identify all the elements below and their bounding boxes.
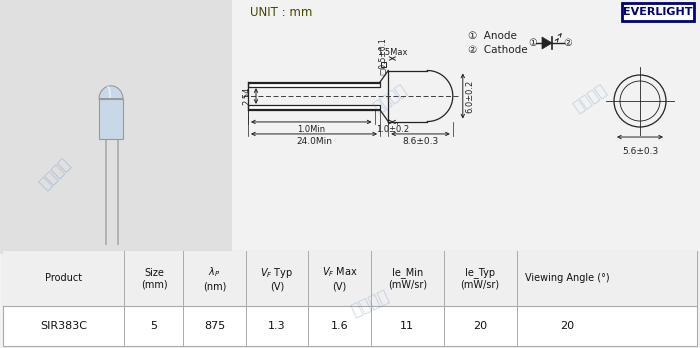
Text: Size
(mm): Size (mm) bbox=[141, 268, 167, 289]
Bar bbox=[381, 62, 386, 67]
Text: Ie_Min
(mW/sr): Ie_Min (mW/sr) bbox=[388, 267, 427, 290]
Text: 超毅电子: 超毅电子 bbox=[37, 156, 74, 192]
Text: $V_F$ Typ
(V): $V_F$ Typ (V) bbox=[260, 266, 294, 291]
Polygon shape bbox=[99, 86, 123, 99]
Text: $\lambda$$_P$
(nm): $\lambda$$_P$ (nm) bbox=[203, 266, 226, 291]
Text: Product: Product bbox=[46, 274, 83, 283]
Bar bbox=[0, 0, 232, 254]
Text: 超毅电子: 超毅电子 bbox=[348, 286, 392, 319]
Text: 24.0Min: 24.0Min bbox=[296, 137, 332, 146]
Text: 6.0±0.2: 6.0±0.2 bbox=[466, 79, 475, 113]
Text: 2.54: 2.54 bbox=[242, 87, 251, 105]
Text: 875: 875 bbox=[204, 321, 225, 331]
Text: 5: 5 bbox=[150, 321, 158, 331]
Text: 超毅电子: 超毅电子 bbox=[570, 82, 609, 116]
Text: 8.6±0.3: 8.6±0.3 bbox=[402, 137, 439, 146]
Text: 超毅电子: 超毅电子 bbox=[371, 82, 409, 116]
Text: $V_F$ Max
(V): $V_F$ Max (V) bbox=[322, 266, 358, 291]
Text: Viewing Angle (°): Viewing Angle (°) bbox=[524, 274, 609, 283]
Text: SIR383C: SIR383C bbox=[40, 321, 88, 331]
Text: 1.6: 1.6 bbox=[331, 321, 349, 331]
Text: UNIT : mm: UNIT : mm bbox=[250, 6, 312, 19]
Text: 11: 11 bbox=[400, 321, 414, 331]
Bar bbox=[248, 105, 380, 109]
Text: ②  Cathode: ② Cathode bbox=[468, 45, 528, 55]
Text: 1.0±0.2: 1.0±0.2 bbox=[376, 125, 409, 134]
Bar bbox=[248, 83, 380, 87]
Bar bbox=[3, 251, 697, 306]
Text: EVERLIGHT: EVERLIGHT bbox=[623, 7, 693, 17]
Text: 20: 20 bbox=[560, 321, 574, 331]
Text: ①  Anode: ① Anode bbox=[468, 31, 517, 41]
Text: 5.6±0.3: 5.6±0.3 bbox=[622, 147, 658, 156]
Text: ②: ② bbox=[564, 38, 573, 48]
Bar bbox=[99, 99, 123, 139]
Polygon shape bbox=[542, 37, 552, 49]
Text: Ie_Typ
(mW/sr): Ie_Typ (mW/sr) bbox=[461, 267, 500, 290]
Text: □0.5±0.1: □0.5±0.1 bbox=[379, 37, 388, 75]
Bar bbox=[622, 3, 694, 21]
Text: ①: ① bbox=[528, 38, 538, 48]
Text: 1.5Max: 1.5Max bbox=[377, 48, 407, 56]
Text: 1.3: 1.3 bbox=[268, 321, 286, 331]
Text: 20: 20 bbox=[473, 321, 487, 331]
Text: 1.0Min: 1.0Min bbox=[298, 125, 326, 134]
